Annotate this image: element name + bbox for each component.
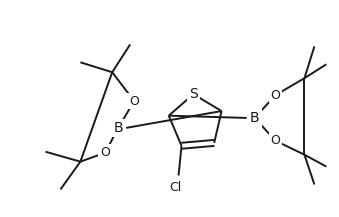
Text: O: O <box>271 134 280 147</box>
Text: O: O <box>129 95 139 108</box>
Text: B: B <box>250 111 259 125</box>
Text: S: S <box>189 87 198 101</box>
Text: B: B <box>114 121 123 135</box>
Text: O: O <box>100 146 110 159</box>
Text: O: O <box>271 89 280 102</box>
Text: Cl: Cl <box>170 181 182 194</box>
